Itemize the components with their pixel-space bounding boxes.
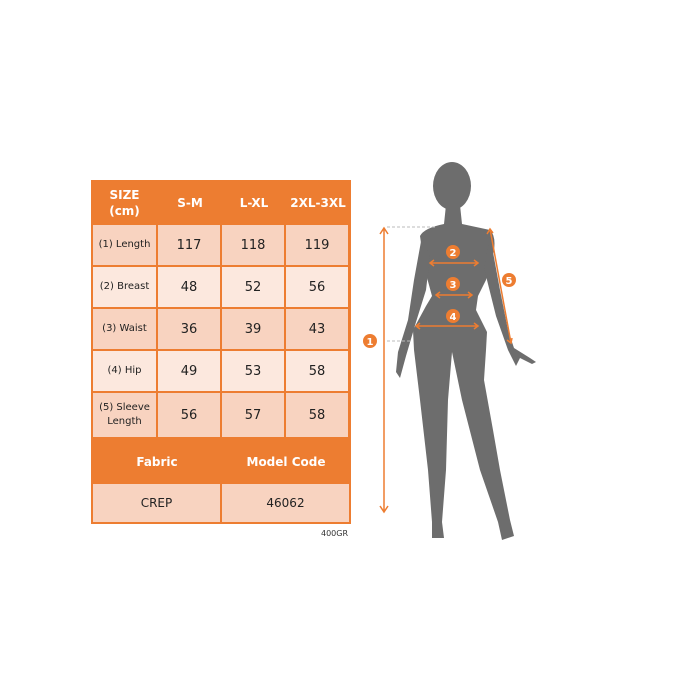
- size-value-cell: 48: [158, 267, 220, 307]
- row-label: (2) Breast: [93, 267, 156, 307]
- svg-text:5: 5: [506, 276, 513, 287]
- size-value-cell: 56: [286, 267, 348, 307]
- size-value-cell: 53: [222, 351, 284, 391]
- size-value-cell: 57: [222, 393, 284, 437]
- size-value-cell: 36: [158, 309, 220, 349]
- svg-text:3: 3: [450, 280, 457, 291]
- weight-note: 400GR: [321, 529, 349, 538]
- size-value-cell: 39: [222, 309, 284, 349]
- header-size: SIZE (cm): [109, 187, 140, 218]
- row-label: (4) Hip: [93, 351, 156, 391]
- size-value-cell: 118: [222, 225, 284, 265]
- marker-4: 4: [446, 309, 460, 323]
- size-value-cell: 58: [286, 351, 348, 391]
- measurement-arrows: [379, 226, 513, 514]
- markers: 1 2 3 4 5: [363, 245, 516, 348]
- header-s-m: S-M: [177, 195, 203, 210]
- guide-lines: [387, 226, 436, 342]
- svg-text:1: 1: [367, 337, 374, 348]
- svg-text:4: 4: [450, 312, 457, 323]
- size-value-cell: 43: [286, 309, 348, 349]
- size-value-cell: 117: [158, 225, 220, 265]
- marker-3: 3: [446, 277, 460, 291]
- header-model-code: Model Code: [246, 455, 326, 469]
- body-silhouette: [396, 162, 536, 540]
- marker-2: 2: [446, 245, 460, 259]
- size-value-cell: 56: [158, 393, 220, 437]
- row-label: (3) Waist: [93, 309, 156, 349]
- header-fabric: Fabric: [136, 455, 178, 469]
- size-value-cell: 52: [222, 267, 284, 307]
- svg-text:2: 2: [450, 248, 457, 259]
- fabric-value: CREP: [93, 484, 220, 522]
- size-value-cell: 49: [158, 351, 220, 391]
- marker-1: 1: [363, 334, 377, 348]
- row-label: (1) Length: [93, 225, 156, 265]
- row-label: (5) Sleeve Length: [93, 393, 156, 437]
- header-l-xl: L-XL: [239, 195, 269, 210]
- header-2xl-3xl: 2XL-3XL: [290, 195, 346, 210]
- size-chart-table: SIZE (cm) S-M L-XL 2XL-3XL (1) Length 117…: [91, 180, 351, 524]
- marker-5: 5: [502, 273, 516, 287]
- size-value-cell: 58: [286, 393, 348, 437]
- size-value-cell: 119: [286, 225, 348, 265]
- model-code-value: 46062: [222, 484, 349, 522]
